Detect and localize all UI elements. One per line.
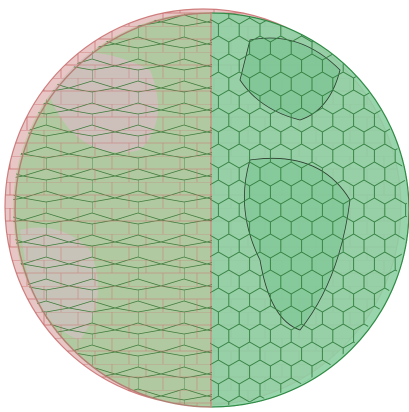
back-rim	[14, 12, 213, 408]
